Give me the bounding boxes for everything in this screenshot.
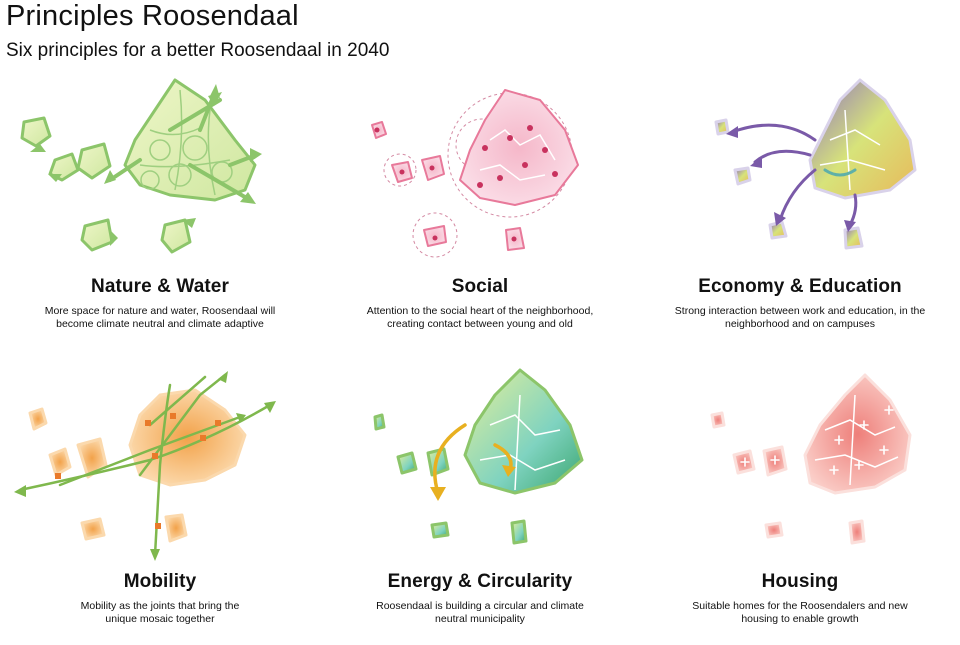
principle-description: Roosendaal is building a circular and cl… xyxy=(376,600,584,625)
principle-description: Strong interaction between work and educ… xyxy=(674,305,926,330)
principle-title: Nature & Water xyxy=(91,276,229,297)
economy-education-illustration xyxy=(714,78,917,250)
housing-illustration xyxy=(710,373,912,545)
principle-description: Attention to the social heart of the nei… xyxy=(366,305,594,330)
principle-title: Mobility xyxy=(123,571,197,592)
principle-social: Social Attention to the social heart of … xyxy=(320,70,640,350)
principle-nature-water: Nature & Water More space for nature and… xyxy=(0,70,320,350)
principle-housing: Housing Suitable homes for the Roosendal… xyxy=(640,365,960,645)
principle-economy-education: Economy & Education Strong interaction b… xyxy=(640,70,960,350)
principle-title: Economy & Education xyxy=(698,276,902,297)
mobility-illustration xyxy=(14,371,276,561)
nature-water-illustration xyxy=(20,78,262,254)
page-subtitle: Six principles for a better Roosendaal i… xyxy=(6,40,390,61)
principle-description: More space for nature and water, Roosend… xyxy=(44,305,276,330)
social-illustration xyxy=(371,89,579,258)
principle-description: Suitable homes for the Roosendalers and … xyxy=(692,600,908,625)
principle-description: Mobility as the joints that bring the un… xyxy=(80,600,240,625)
principle-title: Social xyxy=(451,276,509,297)
principle-title: Energy & Circularity xyxy=(387,571,573,592)
principle-mobility: Mobility Mobility as the joints that bri… xyxy=(0,365,320,645)
page-title: Principles Roosendaal xyxy=(6,0,299,32)
principle-energy-circularity: Energy & Circularity Roosendaal is build… xyxy=(320,365,640,645)
principle-title: Housing xyxy=(761,571,839,592)
energy-circularity-illustration xyxy=(373,368,584,545)
